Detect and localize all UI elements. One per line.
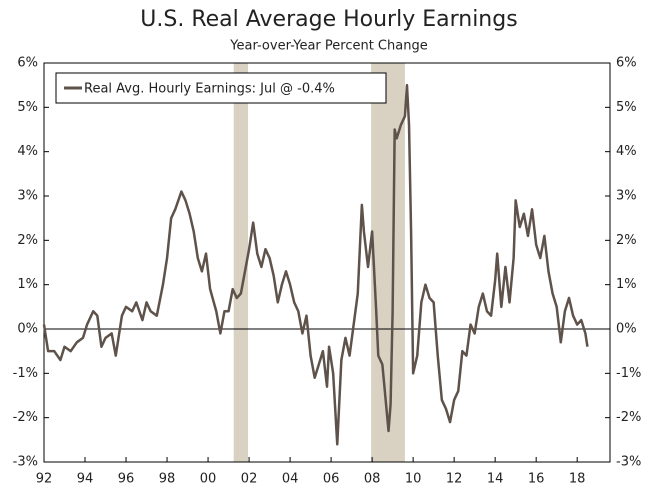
x-tick-label: 08 [364,472,381,487]
series-line [42,83,589,446]
recession-band [233,63,249,462]
x-tick-label: 98 [159,472,176,487]
y-tick-label: -3% [13,455,38,470]
y-tick-label: -1% [13,366,38,381]
y2-tick-label: 5% [616,100,637,115]
y-tick-label: 1% [17,277,38,292]
y2-tick-label: 6% [616,56,637,71]
y-tick-label: 2% [17,233,38,248]
plot-frame [43,62,611,463]
y2-tick-label: 4% [616,144,637,159]
y-tick-label: 6% [17,56,38,71]
y2-tick-label: 1% [616,277,637,292]
x-tick-label: 92 [36,472,53,487]
y-tick-label: 4% [17,144,38,159]
y2-tick-label: 3% [616,189,637,204]
x-tick-label: 10 [405,472,422,487]
x-tick-label: 06 [323,472,340,487]
x-tick-label: 18 [569,472,586,487]
y2-tick-label: 2% [616,233,637,248]
y-tick-label: -2% [13,410,38,425]
x-tick-label: 00 [200,472,217,487]
x-tick-label: 12 [446,472,463,487]
x-tick-label: 16 [528,472,545,487]
y-tick-label: 5% [17,100,38,115]
x-tick-label: 02 [241,472,258,487]
y-tick-label: 3% [17,189,38,204]
y2-tick-label: 0% [616,322,637,337]
y2-tick-label: -1% [616,366,641,381]
chart-subtitle: Year-over-Year Percent Change [229,39,427,54]
x-tick-label: 94 [77,472,94,487]
legend-label: Real Avg. Hourly Earnings: Jul @ -0.4% [84,82,335,97]
y2-tick-label: -2% [616,410,641,425]
y-tick-label: 0% [17,322,38,337]
recession-band [371,63,405,462]
x-tick-label: 04 [282,472,299,487]
chart-title: U.S. Real Average Hourly Earnings [140,7,517,32]
y2-tick-label: -3% [616,455,641,470]
legend-box [55,72,387,104]
x-tick-label: 14 [487,472,504,487]
x-tick-label: 96 [118,472,135,487]
